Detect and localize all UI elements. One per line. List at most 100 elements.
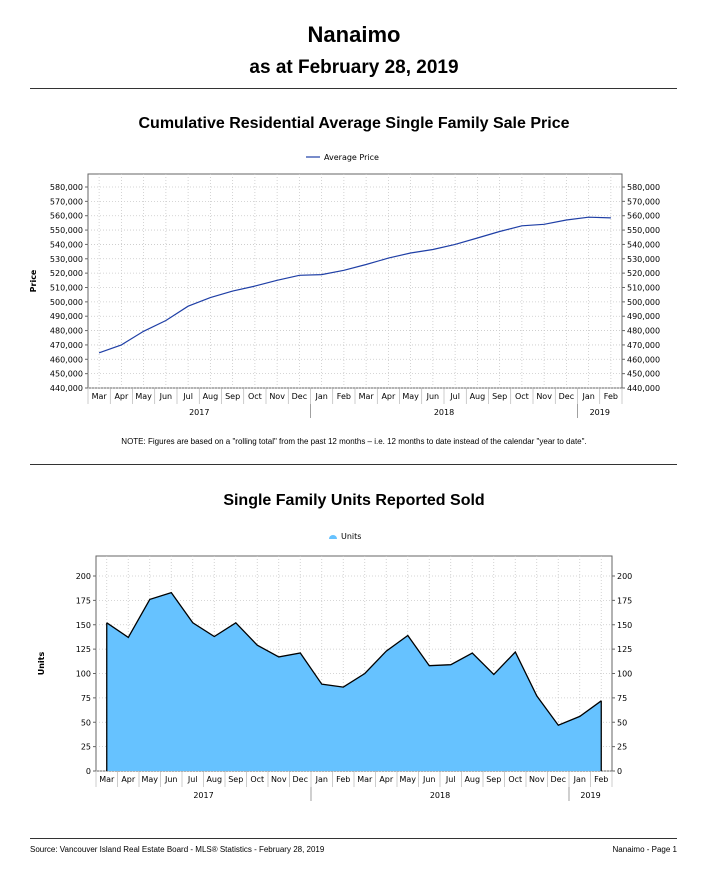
x-tick-label: Dec [292,392,307,401]
y-tick-label-right: 500,000 [627,298,660,307]
x-tick-label: Jul [182,392,193,401]
year-label: 2018 [434,408,454,417]
x-tick-label: Mar [359,392,375,401]
legend-label: Units [341,532,361,541]
x-tick-label: Nov [536,392,552,401]
y-axis-label: Units [37,652,46,676]
y-tick-label-left: 200 [76,572,91,581]
year-label: 2019 [580,791,600,800]
x-tick-label: Apr [121,775,136,784]
y-tick-label-right: 580,000 [627,183,660,192]
x-tick-label: Aug [206,775,222,784]
x-tick-label: Oct [508,775,522,784]
y-tick-label-left: 50 [81,718,91,727]
x-tick-label: Mar [92,392,108,401]
x-tick-label: Nov [271,775,287,784]
x-tick-label: May [402,392,419,401]
header-divider [30,88,677,89]
y-tick-label-right: 550,000 [627,226,660,235]
y-tick-label-right: 560,000 [627,212,660,221]
x-tick-label: Sep [225,392,240,401]
units-area-fill [106,592,602,771]
y-tick-label-left: 490,000 [50,312,83,321]
y-tick-label-left: 125 [76,645,91,654]
report-subtitle: as at February 28, 2019 [249,57,459,78]
x-tick-label: Feb [604,392,618,401]
y-tick-label-right: 520,000 [627,269,660,278]
x-tick-label: Jun [164,775,178,784]
x-tick-label: Oct [248,392,262,401]
y-tick-label-left: 500,000 [50,298,83,307]
price-line [98,216,611,354]
y-tick-label-left: 570,000 [50,197,83,206]
y-tick-label-left: 540,000 [50,240,83,249]
x-tick-label: Apr [379,775,394,784]
x-tick-label: Jan [315,775,328,784]
y-tick-label-right: 570,000 [627,197,660,206]
y-tick-label-right: 480,000 [627,327,660,336]
x-tick-label: Sep [228,775,243,784]
chart-note: NOTE: Figures are based on a "rolling to… [121,437,587,446]
y-tick-label-left: 460,000 [50,355,83,364]
legend-label: Average Price [324,153,379,162]
footer-divider [30,838,677,839]
y-tick-label-left: 480,000 [50,327,83,336]
year-label: 2017 [189,408,209,417]
y-tick-label-right: 450,000 [627,370,660,379]
y-tick-label-left: 100 [76,670,91,679]
x-tick-label: Dec [551,775,566,784]
x-tick-label: Oct [250,775,264,784]
y-tick-label-right: 50 [617,718,627,727]
x-tick-label: Mar [99,775,115,784]
x-tick-label: Feb [336,775,350,784]
x-tick-label: Jun [426,392,440,401]
x-tick-label: Dec [559,392,574,401]
y-tick-label-left: 25 [81,743,91,752]
y-tick-label-right: 200 [617,572,632,581]
y-tick-label-right: 540,000 [627,240,660,249]
footer-page: Nanaimo - Page 1 [612,845,677,854]
x-tick-label: Apr [381,392,396,401]
x-tick-label: Aug [203,392,219,401]
year-label: 2017 [193,791,213,800]
y-tick-label-right: 470,000 [627,341,660,350]
x-tick-label: Nov [529,775,545,784]
x-tick-label: Aug [470,392,486,401]
y-tick-label-right: 490,000 [627,312,660,321]
x-tick-label: May [141,775,158,784]
y-tick-label-left: 470,000 [50,341,83,350]
y-axis-label: Price [29,269,38,292]
x-tick-label: Sep [492,392,507,401]
x-tick-label: Oct [515,392,529,401]
report-title: Nanaimo [307,22,401,47]
units-area-outline [106,591,602,726]
y-tick-label-right: 440,000 [627,384,660,393]
section-divider [30,464,677,465]
x-tick-label: Mar [357,775,373,784]
y-tick-label-right: 530,000 [627,255,660,264]
x-tick-label: Feb [337,392,351,401]
y-tick-label-right: 460,000 [627,355,660,364]
y-tick-label-left: 560,000 [50,212,83,221]
x-tick-label: Jan [581,392,594,401]
y-tick-label-left: 75 [81,694,91,703]
x-tick-label: May [135,392,152,401]
y-tick-label-right: 25 [617,743,627,752]
x-tick-label: May [399,775,416,784]
y-tick-label-right: 175 [617,596,632,605]
x-tick-label: Aug [464,775,480,784]
y-tick-label-left: 520,000 [50,269,83,278]
x-tick-label: Jun [422,775,436,784]
y-tick-label-left: 450,000 [50,370,83,379]
x-tick-label: Feb [594,775,608,784]
y-tick-label-left: 580,000 [50,183,83,192]
y-tick-label-right: 75 [617,694,627,703]
year-label: 2019 [590,408,610,417]
y-tick-label-left: 530,000 [50,255,83,264]
y-tick-label-right: 125 [617,645,632,654]
x-tick-label: Jul [449,392,460,401]
units-chart-title: Single Family Units Reported Sold [223,492,485,509]
year-label: 2018 [430,791,450,800]
y-tick-label-right: 100 [617,670,632,679]
